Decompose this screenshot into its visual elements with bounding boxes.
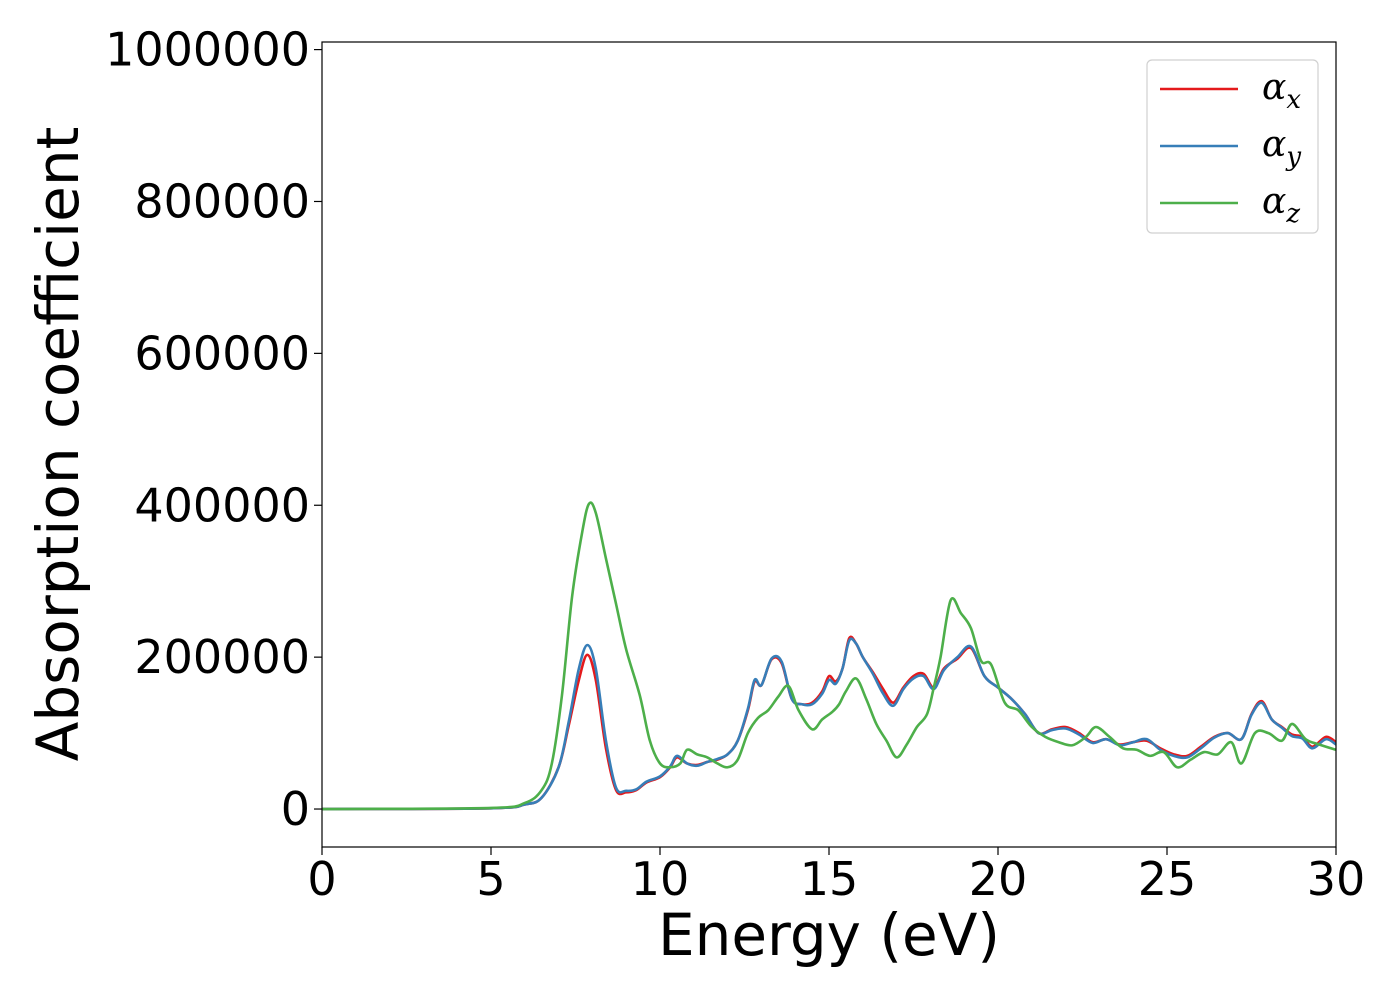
y-tick-label: 400000 xyxy=(134,478,310,532)
y-axis-title: Absorption coefficient xyxy=(24,127,92,762)
y-tick-label: 200000 xyxy=(134,630,310,684)
x-tick-label: 5 xyxy=(476,852,505,906)
x-axis-ticks: 0 5 10 15 20 25 30 xyxy=(307,847,1365,906)
x-tick-label: 30 xyxy=(1307,852,1366,906)
y-tick-label: 1000000 xyxy=(105,23,310,77)
series-line-y xyxy=(321,637,1337,811)
x-tick-label: 0 xyxy=(307,852,336,906)
series-line-z xyxy=(321,501,1337,811)
x-tick-label: 15 xyxy=(800,852,859,906)
x-axis-title: Energy (eV) xyxy=(658,901,1000,969)
x-tick-label: 10 xyxy=(631,852,690,906)
x-tick-label: 25 xyxy=(1138,852,1197,906)
y-tick-label: 0 xyxy=(281,782,310,836)
y-tick-label: 600000 xyxy=(134,326,310,380)
y-axis-ticks: 0 200000 400000 600000 800000 1000000 xyxy=(105,23,322,836)
x-tick-label: 20 xyxy=(969,852,1028,906)
series-lines xyxy=(321,501,1337,811)
y-tick-label: 800000 xyxy=(134,174,310,228)
